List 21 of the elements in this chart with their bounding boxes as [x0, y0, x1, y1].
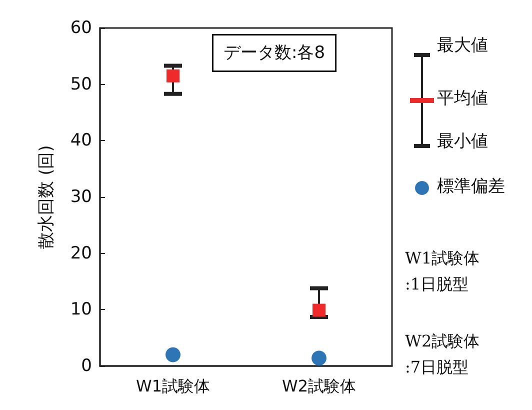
- legend-label: 平均値: [437, 88, 488, 108]
- text: 最小値: [437, 132, 488, 152]
- legend-label: 標準偏差: [437, 176, 505, 196]
- text: 最大値: [437, 36, 488, 56]
- y-tick-label: 0: [81, 356, 92, 376]
- x-tick-label: W2試験体: [282, 376, 356, 396]
- point: [166, 69, 180, 82]
- text: W1試験体 :1日脱型: [405, 248, 480, 294]
- y-tick-label: 40: [70, 130, 92, 151]
- y-axis-title: 散水回数 (回): [36, 145, 56, 249]
- y-tick-label: 10: [70, 300, 92, 320]
- y-tick-label: 30: [70, 187, 92, 207]
- y-tick-label: 20: [70, 243, 92, 264]
- y-tick-label: 50: [70, 74, 92, 94]
- y-tick-label: 60: [70, 18, 92, 38]
- point: [166, 347, 180, 362]
- point: [312, 350, 326, 366]
- text: W2試験体 :7日脱型: [405, 332, 480, 376]
- point: [312, 304, 326, 317]
- annotation: データ数:各8: [224, 43, 326, 63]
- x-tick-label: W1試験体: [136, 376, 210, 396]
